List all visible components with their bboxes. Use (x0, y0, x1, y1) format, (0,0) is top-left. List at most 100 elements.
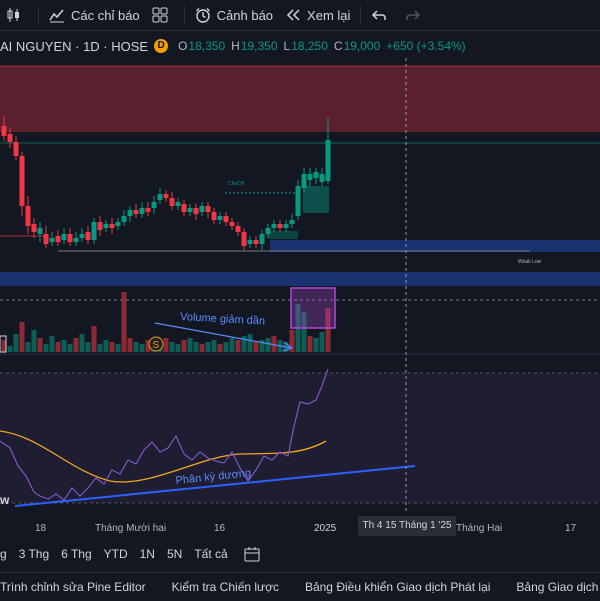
volume-bar (211, 340, 217, 352)
range-button[interactable]: Tất cả (194, 547, 228, 561)
candle-body (205, 206, 211, 212)
volume-bar (223, 342, 229, 352)
candle-body (307, 174, 313, 180)
alerts-label: Cảnh báo (216, 7, 274, 23)
dividend-badge[interactable]: D (154, 39, 169, 53)
volume-bar (307, 336, 313, 352)
range-button[interactable]: 6 Thg (61, 547, 92, 561)
volume-bar (97, 344, 103, 352)
candle-body (217, 216, 223, 220)
candle-body (283, 224, 289, 228)
candles-style-button[interactable] (0, 0, 34, 30)
bullish-fvg (268, 231, 298, 239)
tab-replay-trading[interactable]: Bảng Điều khiển Giao dịch Phát lại (304, 580, 491, 594)
tab-pine-editor[interactable]: Trình chỉnh sửa Pine Editor (0, 580, 146, 594)
time-axis[interactable]: 18 Tháng Mười hai 16 2025 Tháng Hai 17 (0, 514, 600, 540)
rsi-band (0, 373, 600, 503)
volume-bar (247, 334, 253, 352)
volume-series (1, 292, 331, 352)
volume-bar (181, 340, 187, 352)
earnings-badge[interactable] (148, 336, 164, 352)
volume-bar (313, 338, 319, 352)
candle-body (235, 226, 241, 232)
candle-body (223, 216, 229, 222)
change-value: +650 (+3.54%) (386, 39, 466, 53)
volume-bar (85, 342, 91, 352)
volume-bar (253, 342, 259, 352)
alerts-button[interactable]: Cảnh báo (189, 0, 279, 30)
volume-bar (103, 340, 109, 352)
collapse-pane-icon[interactable] (0, 335, 7, 353)
candle-body (229, 222, 235, 226)
candle-body (25, 206, 31, 226)
range-button[interactable]: YTD (103, 547, 128, 561)
volume-bar (187, 338, 193, 352)
candle-body (277, 224, 283, 228)
volume-bar (259, 340, 265, 352)
volume-bar (193, 342, 199, 352)
indicators-button[interactable]: Các chỉ báo (43, 0, 146, 30)
candle-body (289, 220, 295, 224)
toolbar-divider (183, 6, 185, 24)
candle-body (199, 206, 205, 212)
volume-bar (7, 346, 13, 352)
supply-zone (0, 66, 600, 132)
time-tick: Tháng Hai (456, 523, 503, 534)
volume-bar (25, 342, 31, 352)
volume-bar (163, 338, 169, 352)
tab-strategy-tester[interactable]: Kiểm tra Chiến lược (171, 580, 279, 594)
range-button[interactable]: 5N (166, 547, 183, 561)
time-tick: Tháng Mười hai (95, 523, 167, 534)
candle-body (121, 216, 127, 222)
date-range-picker-button[interactable] (244, 546, 260, 562)
range-button[interactable]: 1N (139, 547, 155, 561)
tab-trading-panel[interactable]: Bảng Giao dịch (516, 580, 599, 594)
volume-bar (289, 330, 295, 352)
range-button[interactable]: 3 Thg (18, 547, 50, 561)
volume-bar (19, 322, 25, 352)
layouts-button[interactable] (146, 0, 180, 30)
volume-bar (67, 344, 73, 352)
top-toolbar: Các chỉ báo Cảnh báo Xem lại (0, 0, 600, 31)
demand-zone-lower (0, 272, 600, 286)
symbol-name[interactable]: AI NGUYEN · 1D · HOSE (0, 38, 149, 54)
candle-body (181, 204, 187, 212)
volume-bar (145, 340, 151, 352)
candle-body (211, 212, 217, 220)
time-tick: 17 (565, 523, 577, 534)
high-value: 19,350 (240, 39, 278, 53)
indicators-label: Các chỉ báo (71, 7, 140, 23)
bullish-order-block (303, 186, 329, 213)
undo-button[interactable] (365, 0, 399, 30)
grid-icon (152, 7, 168, 23)
low-label: L (283, 39, 291, 53)
candle-body (31, 224, 37, 232)
volume-bar (121, 292, 127, 352)
replay-button[interactable]: Xem lại (279, 0, 356, 30)
candles-icon (6, 7, 22, 23)
crosshair-date-label: Th 4 15 Tháng 1 '25 (358, 516, 456, 536)
candle-body (109, 224, 115, 228)
redo-icon (405, 7, 421, 23)
undo-icon (371, 7, 387, 23)
chart-pane[interactable]: ChoCH Weak Low Volume giảm dần S Phân kỳ… (0, 56, 600, 514)
calendar-icon (244, 547, 260, 562)
candle-body (127, 210, 133, 216)
rewind-icon (285, 7, 301, 23)
alarm-clock-icon (195, 7, 211, 23)
candle-body (313, 172, 319, 178)
volume-bar (127, 338, 133, 352)
redo-button[interactable] (399, 0, 433, 30)
candle-body (247, 240, 253, 244)
volume-bar (265, 338, 271, 352)
volume-bar (205, 342, 211, 352)
candle-body (265, 228, 271, 234)
bottom-panel-tabs: Trình chỉnh sửa Pine Editor Kiểm tra Chi… (0, 572, 600, 601)
high-label: H (231, 39, 240, 53)
candle-body (7, 134, 13, 142)
volume-bar (169, 342, 175, 352)
candle-body (259, 234, 265, 244)
candle-body (73, 238, 79, 242)
indicators-icon (49, 7, 65, 23)
range-button[interactable]: g (0, 547, 7, 561)
